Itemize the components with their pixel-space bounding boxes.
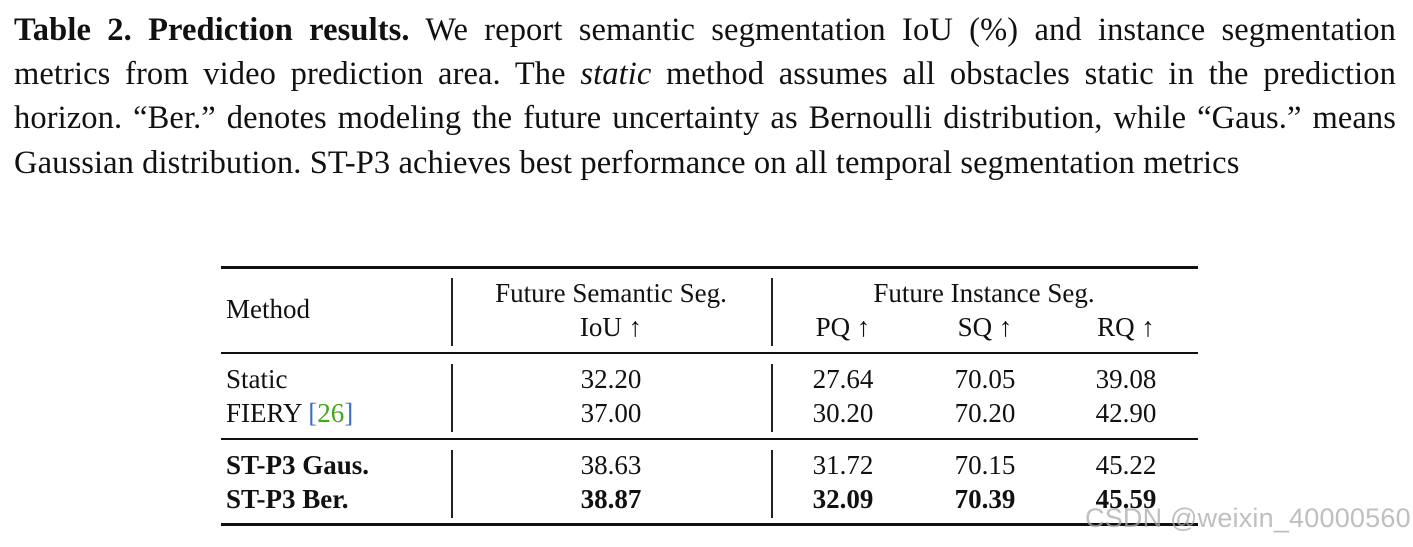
header-iou: IoU ↑ (579, 312, 643, 342)
row-iou: 32.20 (580, 364, 642, 394)
cite-open: [ (308, 398, 318, 428)
caption-text-1: We report semantic segmentation IoU (%) … (14, 12, 1396, 93)
cite-close: ] (344, 398, 354, 428)
row-method: Static (226, 364, 288, 394)
group-rule (221, 438, 1198, 440)
header-sq: SQ ↑ (957, 312, 1013, 342)
row-method: ST-P3 Gaus. (226, 450, 370, 480)
citation-link[interactable]: 26 (317, 398, 345, 428)
row-sq: 70.15 (954, 450, 1016, 480)
row-pq: 31.72 (812, 450, 874, 480)
row-pq: 32.09 (812, 484, 874, 514)
column-divider (451, 450, 453, 518)
watermark: CSDN @weixin_40000560 (1085, 503, 1411, 533)
row-iou: 38.87 (580, 484, 642, 514)
column-divider (771, 364, 773, 432)
column-divider (451, 278, 453, 346)
method-name: FIERY (226, 398, 309, 428)
row-sq: 70.20 (954, 398, 1016, 428)
top-rule (221, 266, 1198, 269)
row-sq: 70.39 (954, 484, 1016, 514)
row-pq: 30.20 (812, 398, 874, 428)
column-divider (451, 364, 453, 432)
row-sq: 70.05 (954, 364, 1016, 394)
header-semantic-group: Future Semantic Seg. (495, 278, 727, 308)
table-caption: Table 2. Prediction results. We report s… (14, 8, 1396, 185)
header-instance-group: Future Instance Seg. (873, 278, 1095, 308)
header-rule (221, 352, 1198, 354)
row-iou: 37.00 (580, 398, 642, 428)
column-divider (771, 278, 773, 346)
caption-label: Table 2. Prediction results. (14, 12, 410, 48)
row-rq: 45.59 (1095, 484, 1157, 514)
bottom-rule (221, 523, 1198, 526)
caption-italic: static (580, 56, 652, 93)
row-pq: 27.64 (812, 364, 874, 394)
row-rq: 42.90 (1095, 398, 1157, 428)
header-method: Method (226, 294, 310, 324)
header-rq: RQ ↑ (1097, 312, 1155, 342)
row-method: FIERY [26] (226, 396, 353, 430)
header-pq: PQ ↑ (815, 312, 871, 342)
row-method: ST-P3 Ber. (226, 484, 349, 514)
caption-text-2: method assumes all obstacles static in t… (14, 56, 1397, 181)
row-iou: 38.63 (580, 450, 642, 480)
column-divider (771, 450, 773, 518)
row-rq: 45.22 (1095, 450, 1157, 480)
row-rq: 39.08 (1095, 364, 1157, 394)
